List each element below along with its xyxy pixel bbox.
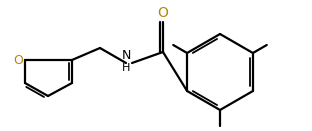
Text: O: O bbox=[13, 53, 23, 67]
Text: H: H bbox=[122, 63, 130, 73]
Text: N: N bbox=[121, 49, 131, 62]
Text: O: O bbox=[158, 6, 168, 20]
